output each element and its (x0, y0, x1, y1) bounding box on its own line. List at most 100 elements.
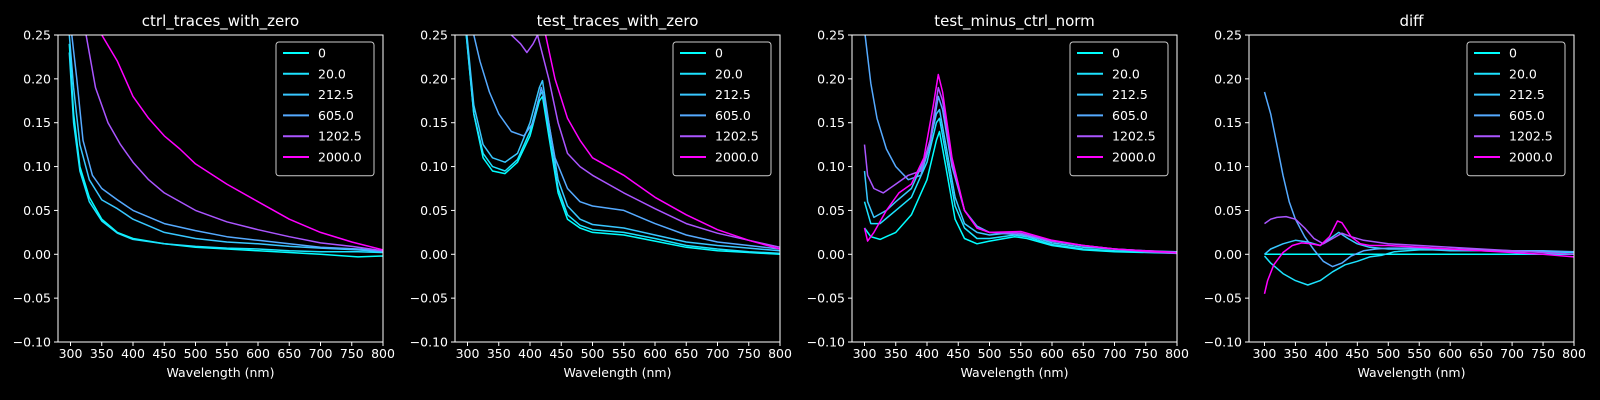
legend-label: 2000.0 (1112, 150, 1156, 165)
x-tick-label: 650 (277, 346, 301, 361)
series-line (1263, 220, 1574, 294)
series-line (68, 52, 383, 254)
x-tick-label: 400 (518, 346, 542, 361)
x-tick-label: 350 (1283, 346, 1307, 361)
y-tick-label: 0.05 (420, 203, 448, 218)
y-tick-label: 0.20 (817, 71, 845, 86)
x-tick-label: 800 (371, 346, 395, 361)
legend-label: 1202.5 (1509, 129, 1553, 144)
series-group (863, 35, 1177, 255)
y-tick-label: 0.00 (23, 247, 51, 262)
legend-label: 212.5 (1509, 87, 1545, 102)
x-axis-label: Wavelength (nm) (1358, 365, 1466, 380)
series-line (544, 35, 780, 250)
y-tick-label: −0.10 (410, 335, 448, 350)
x-tick-label: 450 (946, 346, 970, 361)
y-tick-label: −0.05 (807, 291, 845, 306)
y-tick-label: 0.25 (23, 28, 51, 43)
x-tick-label: 700 (1103, 346, 1127, 361)
y-tick-label: 0.10 (420, 159, 448, 174)
x-axis-label: Wavelength (nm) (961, 365, 1069, 380)
legend-box (1466, 41, 1566, 177)
x-tick-label: 500 (1376, 346, 1400, 361)
series-line (465, 35, 780, 255)
legend-label: 20.0 (1509, 66, 1537, 81)
x-tick-label: 550 (612, 346, 636, 361)
legend-label: 0 (1509, 46, 1517, 61)
legend-label: 605.0 (1509, 108, 1545, 123)
y-tick-label: 0.25 (817, 28, 845, 43)
legend-box (275, 41, 375, 177)
legend-label: 605.0 (715, 108, 751, 123)
y-tick-label: 0.05 (817, 203, 845, 218)
y-tick-label: 0.20 (23, 71, 51, 86)
series-line (68, 35, 383, 253)
y-tick-label: 0.15 (817, 115, 845, 130)
x-tick-label: 300 (456, 346, 480, 361)
y-tick-label: 0.00 (817, 247, 845, 262)
y-tick-label: 0.15 (1214, 115, 1242, 130)
y-tick-label: 0.25 (420, 28, 448, 43)
x-tick-label: 300 (853, 346, 877, 361)
series-line (85, 35, 383, 252)
y-tick-label: −0.05 (13, 291, 51, 306)
x-tick-label: 550 (1407, 346, 1431, 361)
series-line (101, 35, 383, 251)
legend-label: 605.0 (1112, 108, 1148, 123)
y-tick-label: −0.05 (1204, 291, 1242, 306)
x-tick-label: 750 (737, 346, 761, 361)
y-tick-label: 0.15 (420, 115, 448, 130)
chart-panel: 300 350 400 450 500 550 600 650 700 750 800 −0.10 −0… (807, 12, 1189, 380)
chart-title: test_minus_ctrl_norm (934, 12, 1095, 31)
legend: 0 20.0 212.5 605.0 1202.5 2000.0 (275, 41, 375, 177)
series-group (68, 35, 383, 258)
series-line (473, 35, 780, 250)
x-tick-label: 650 (1071, 346, 1095, 361)
x-tick-label: 350 (487, 346, 511, 361)
legend: 0 20.0 212.5 605.0 1202.5 2000.0 (672, 41, 772, 177)
axes-frame (57, 34, 384, 343)
y-tick-label: 0.00 (420, 247, 448, 262)
x-tick-label: 600 (1438, 346, 1462, 361)
legend-label: 20.0 (715, 66, 743, 81)
y-tick-label: 0.05 (1214, 203, 1242, 218)
x-tick-label: 750 (1531, 346, 1555, 361)
y-tick-label: 0.05 (23, 203, 51, 218)
x-tick-label: 550 (215, 346, 239, 361)
legend-label: 0 (715, 46, 723, 61)
x-tick-label: 700 (706, 346, 730, 361)
y-tick-label: 0.20 (420, 71, 448, 86)
legend-label: 212.5 (715, 87, 751, 102)
legend-label: 0 (318, 46, 326, 61)
axes-frame (1248, 34, 1575, 343)
x-tick-label: 450 (152, 346, 176, 361)
x-tick-label: 800 (768, 346, 792, 361)
legend-label: 0 (1112, 46, 1120, 61)
x-tick-label: 800 (1165, 346, 1189, 361)
x-tick-label: 750 (1134, 346, 1158, 361)
series-line (1264, 215, 1574, 256)
legend-label: 1202.5 (1112, 129, 1156, 144)
y-tick-label: −0.10 (807, 335, 845, 350)
x-tick-label: 500 (184, 346, 208, 361)
x-tick-label: 700 (1500, 346, 1524, 361)
x-tick-label: 800 (1562, 346, 1586, 361)
y-tick-label: 0.15 (23, 115, 51, 130)
legend-label: 605.0 (318, 108, 354, 123)
axes-frame (851, 34, 1178, 343)
legend: 0 20.0 212.5 605.0 1202.5 2000.0 (1466, 41, 1566, 177)
legend-label: 2000.0 (715, 150, 759, 165)
series-line (863, 108, 1177, 253)
chart-panel: 300 350 400 450 500 550 600 650 700 750 800 −0.10 −0… (410, 12, 792, 380)
y-tick-label: 0.10 (1214, 159, 1242, 174)
chart-title: test_traces_with_zero (537, 12, 699, 31)
x-tick-label: 500 (978, 346, 1002, 361)
legend-label: 20.0 (1112, 66, 1140, 81)
x-axis-label: Wavelength (nm) (167, 365, 275, 380)
series-line (863, 130, 1177, 255)
x-tick-label: 300 (59, 346, 83, 361)
x-tick-label: 400 (1314, 346, 1338, 361)
chart-title: ctrl_traces_with_zero (142, 12, 299, 31)
